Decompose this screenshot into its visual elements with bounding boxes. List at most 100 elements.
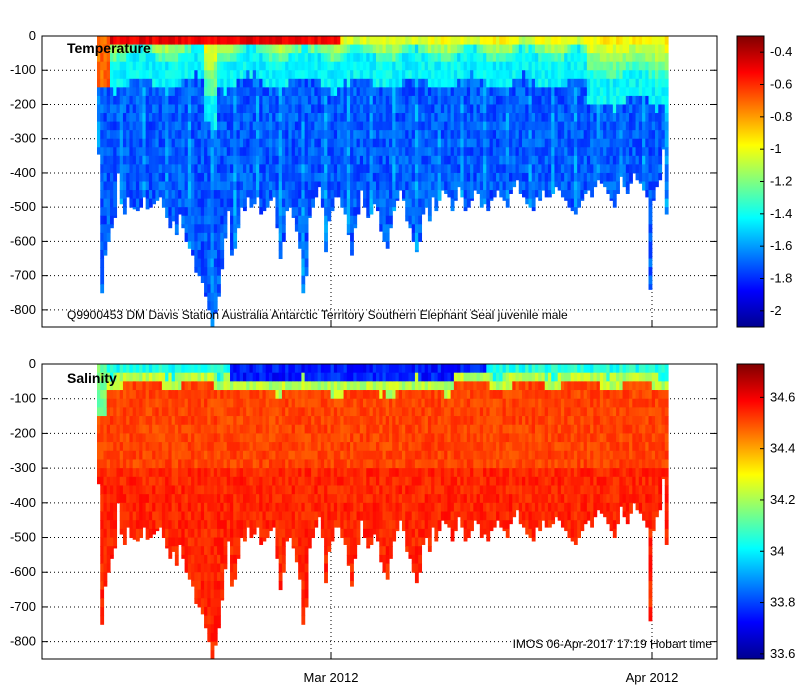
profile-cell xyxy=(100,398,105,408)
profile-cell xyxy=(129,476,134,486)
profile-cell xyxy=(100,198,105,208)
profile-cell xyxy=(557,147,562,157)
profile-cell xyxy=(340,155,345,165)
profile-cell xyxy=(606,181,611,191)
profile-cell xyxy=(431,61,435,71)
profile-cell xyxy=(418,36,423,46)
profile-cell xyxy=(522,70,526,80)
profile-cell xyxy=(246,53,251,63)
profile-cell xyxy=(388,95,393,105)
profile-cell xyxy=(213,390,218,400)
profile-cell xyxy=(210,528,215,539)
profile-cell xyxy=(470,121,474,131)
profile-cell xyxy=(567,138,572,148)
profile-cell xyxy=(194,589,199,599)
profile-cell xyxy=(281,44,286,54)
profile-cell xyxy=(638,121,643,131)
profile-cell xyxy=(278,207,283,217)
profile-cell xyxy=(210,138,215,148)
profile-cell xyxy=(418,181,423,191)
profile-cell xyxy=(648,121,653,131)
profile-cell xyxy=(583,53,588,63)
profile-cell xyxy=(385,215,390,225)
profile-cell xyxy=(165,511,169,521)
profile-cell xyxy=(109,70,114,80)
profile-cell xyxy=(570,181,575,191)
profile-cell xyxy=(294,87,299,97)
profile-cell xyxy=(492,44,497,54)
profile-cell xyxy=(379,61,384,71)
profile-cell xyxy=(272,44,277,54)
profile-cell xyxy=(531,95,536,105)
profile-cell xyxy=(479,95,484,105)
profile-cell xyxy=(109,61,114,71)
profile-cell xyxy=(658,36,663,46)
profile-cell xyxy=(376,181,380,191)
profile-column xyxy=(655,36,659,188)
profile-cell xyxy=(197,130,202,140)
profile-cell xyxy=(187,44,192,54)
profile-cell xyxy=(197,450,202,460)
profile-cell xyxy=(483,138,487,148)
profile-cell xyxy=(200,442,205,452)
profile-column xyxy=(126,364,131,528)
profile-cell xyxy=(499,61,504,71)
profile-cell xyxy=(603,36,607,46)
profile-cell xyxy=(298,207,302,217)
profile-cell xyxy=(213,641,218,646)
profile-column xyxy=(178,36,182,215)
profile-cell xyxy=(139,416,144,426)
profile-cell xyxy=(197,70,202,80)
profile-cell xyxy=(213,442,218,452)
profile-cell xyxy=(547,44,552,54)
profile-cell xyxy=(573,36,578,46)
profile-cell xyxy=(171,372,176,382)
profile-cell xyxy=(622,121,627,131)
profile-cell xyxy=(213,267,218,277)
profile-cell xyxy=(522,190,526,198)
profile-cell xyxy=(363,164,367,174)
profile-cell xyxy=(408,207,413,217)
profile-cell xyxy=(106,537,111,547)
profile-cell xyxy=(168,113,173,123)
profile-cell xyxy=(291,70,296,80)
profile-cell xyxy=(418,164,423,174)
profile-cell xyxy=(330,95,335,105)
profile-cell xyxy=(333,138,338,148)
profile-cell xyxy=(155,407,160,417)
profile-cell xyxy=(379,172,384,182)
profile-cell xyxy=(119,494,124,504)
profile-cell xyxy=(204,572,208,582)
profile-cell xyxy=(226,147,231,157)
profile-cell xyxy=(337,181,341,191)
profile-cell xyxy=(564,70,569,80)
profile-cell xyxy=(217,554,221,565)
profile-cell xyxy=(210,381,215,391)
profile-cell xyxy=(100,44,105,54)
profile-cell xyxy=(178,520,182,530)
profile-cell xyxy=(145,528,150,539)
profile-cell xyxy=(165,164,169,174)
profile-cell xyxy=(288,61,293,71)
profile-cell xyxy=(217,190,221,200)
profile-cell xyxy=(113,372,118,382)
profile-cell xyxy=(479,61,484,71)
profile-cell xyxy=(204,190,208,200)
profile-cell xyxy=(220,155,225,165)
profile-column xyxy=(606,36,611,194)
profile-cell xyxy=(226,433,231,443)
profile-cell xyxy=(340,36,345,46)
profile-cell xyxy=(213,450,218,460)
profile-cell xyxy=(197,36,202,46)
profile-cell xyxy=(580,36,585,46)
profile-cell xyxy=(596,172,601,181)
profile-cell xyxy=(291,44,296,54)
profile-cell xyxy=(223,207,228,217)
profile-cell xyxy=(554,95,559,105)
profile-cell xyxy=(223,563,228,570)
profile-cell xyxy=(424,190,429,200)
profile-cell xyxy=(171,424,176,434)
profile-cell xyxy=(278,78,283,88)
profile-cell xyxy=(359,87,364,97)
profile-cell xyxy=(359,181,364,191)
